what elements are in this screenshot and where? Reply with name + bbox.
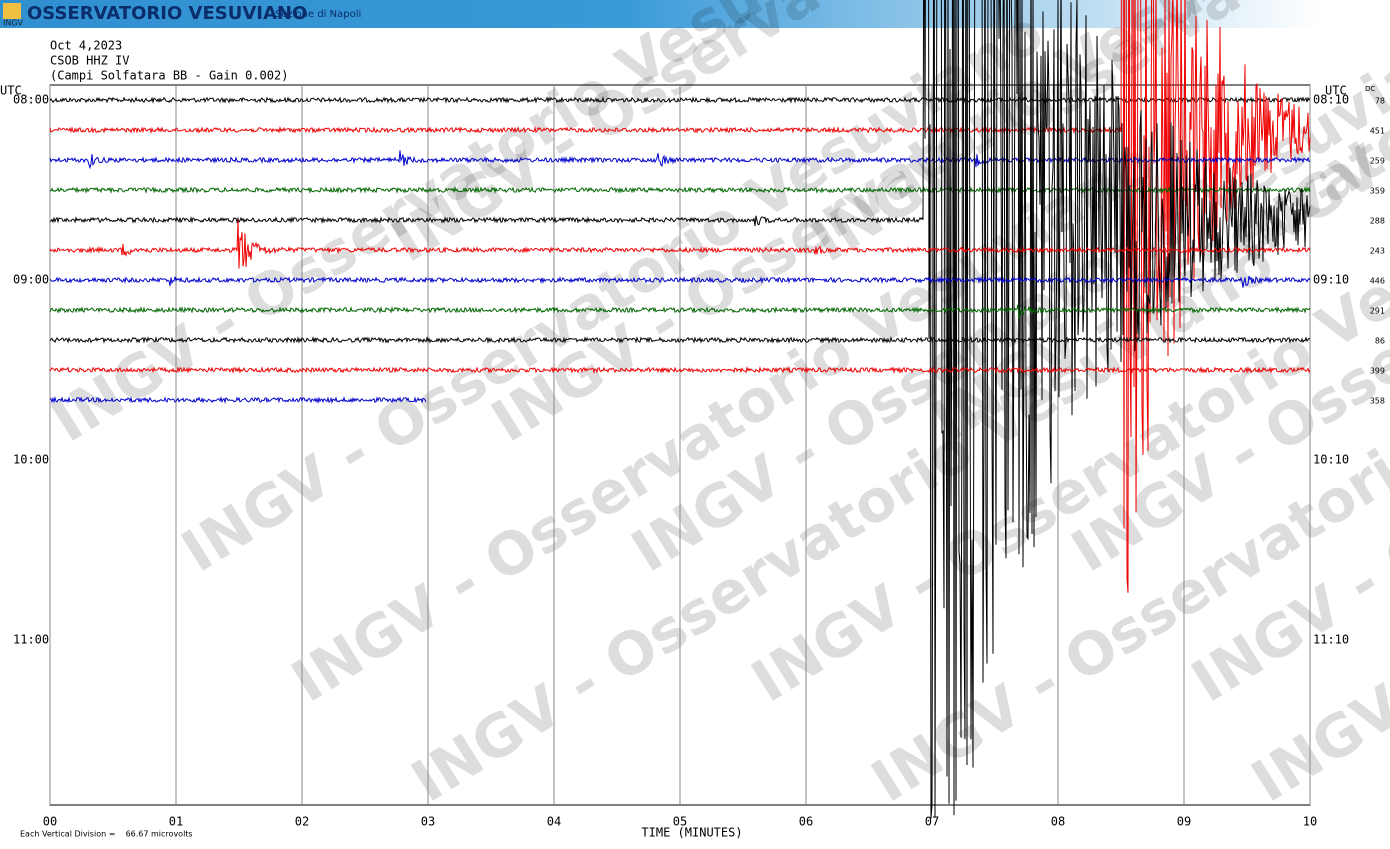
hour-label: 11:00 (13, 633, 49, 647)
x-tick-label: 00 (43, 815, 57, 829)
info-line: CSOB HHZ IV (50, 54, 129, 68)
seismic-trace (49, 366, 1311, 375)
hour-label: 11:10 (1313, 633, 1349, 647)
hour-label: 10:00 (13, 453, 49, 467)
dc-value: 399 (1370, 367, 1385, 376)
hour-label: 09:00 (13, 273, 49, 287)
x-tick-label: 07 (925, 815, 939, 829)
x-tick-label: 03 (421, 815, 435, 829)
header-bar (0, 0, 1390, 28)
logo-icon (3, 3, 21, 19)
dc-value: 446 (1370, 277, 1385, 286)
hour-label: 08:10 (1313, 93, 1349, 107)
header-subtitle: Sezione di Napoli (275, 9, 361, 20)
hour-label: 08:00 (13, 93, 49, 107)
dc-value: 86 (1375, 337, 1385, 346)
x-tick-label: 08 (1051, 815, 1065, 829)
x-tick-label: 04 (547, 815, 561, 829)
dc-value: 259 (1370, 157, 1385, 166)
logo-text: INGV (3, 19, 24, 28)
dc-value: 78 (1375, 97, 1385, 106)
seismic-trace (49, 275, 1311, 288)
dc-value: 291 (1370, 307, 1385, 316)
info-line: Oct 4,2023 (50, 39, 122, 53)
x-tick-label: 09 (1177, 815, 1191, 829)
x-tick-label: 05 (673, 815, 687, 829)
left-unit: UTC (0, 84, 22, 98)
dc-value: 243 (1370, 247, 1385, 256)
x-tick-label: 06 (799, 815, 813, 829)
dc-value: 359 (1370, 187, 1385, 196)
x-axis-title: TIME (MINUTES) (641, 826, 742, 840)
x-tick-label: 10 (1303, 815, 1317, 829)
seismic-trace (49, 335, 1311, 344)
right-unit: UTC (1325, 84, 1347, 98)
x-tick-label: 02 (295, 815, 309, 829)
hour-label: 10:10 (1313, 453, 1349, 467)
seismic-trace (49, 219, 1311, 269)
dc-label: DC (1365, 85, 1375, 93)
seismic-trace (50, 396, 427, 405)
footer-note: Each Vertical Division = 66.67 microvolt… (20, 830, 193, 839)
seismic-trace (49, 186, 1311, 195)
x-tick-label: 01 (169, 815, 183, 829)
dc-value: 451 (1370, 127, 1385, 136)
hour-label: 09:10 (1313, 273, 1349, 287)
dc-value: 288 (1370, 217, 1385, 226)
dc-value: 358 (1370, 397, 1385, 406)
info-line: (Campi Solfatara BB - Gain 0.002) (50, 69, 288, 83)
seismic-trace (49, 0, 1311, 819)
seismic-trace (49, 304, 1311, 319)
header-title: OSSERVATORIO VESUVIANO (27, 3, 307, 24)
